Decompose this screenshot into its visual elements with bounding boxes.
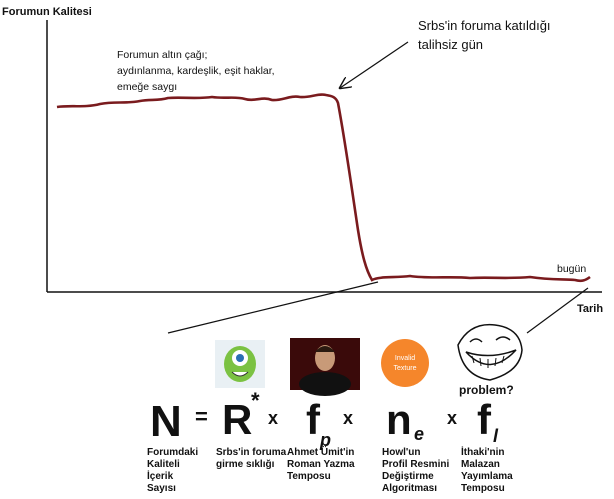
operator: x	[343, 408, 353, 428]
operator: x	[447, 408, 457, 428]
formula-label: Ahmet Ümit'in	[287, 445, 354, 458]
joined-annotation: Srbs'in foruma katıldığı	[418, 18, 551, 33]
author-image	[290, 338, 360, 396]
formula-label: Yayımlama	[461, 471, 513, 482]
formula-label: girme sıklığı	[216, 459, 275, 470]
formula-label: Sayısı	[147, 483, 176, 494]
texture-image: Invalid Texture	[381, 339, 429, 387]
formula-label: Kaliteli	[147, 459, 180, 470]
formula-label: İthaki'nin	[461, 445, 505, 458]
formula-label: Profil Resmini	[382, 459, 449, 470]
texture-text: Texture	[394, 365, 417, 372]
formula-symbol: n	[386, 396, 412, 443]
formula-subscript: e	[414, 424, 424, 444]
formula-label: İçerik	[147, 469, 174, 482]
formula-symbol: R	[222, 396, 252, 443]
equals-sign: =	[195, 404, 208, 429]
connector-line	[526, 287, 589, 334]
operator: x	[268, 408, 278, 428]
y-axis-label: Forumun Kalitesi	[2, 6, 92, 18]
formula-label: Forumdaki	[147, 447, 198, 458]
troll-caption: problem?	[459, 383, 514, 397]
formula-symbol: N	[150, 397, 182, 446]
formula-subscript: l	[493, 426, 499, 446]
formula-label: Temposu	[461, 483, 505, 494]
formula-label: Malazan	[461, 459, 500, 470]
golden-age-text: emeğe saygı	[117, 81, 177, 93]
formula-label: Değiştirme	[382, 471, 434, 482]
formula-label: Algoritması	[382, 483, 437, 494]
golden-age-text: aydınlanma, kardeşlik, eşit haklar,	[117, 65, 275, 77]
x-axis-label: Tarih	[577, 303, 603, 315]
formula-label: Srbs'in foruma	[216, 447, 287, 458]
texture-text: Invalid	[395, 355, 415, 362]
troll-image	[457, 323, 523, 381]
formula-symbol: f	[306, 396, 321, 443]
connector-line	[167, 281, 379, 334]
formula-superscript: *	[251, 388, 260, 413]
formula-label: Roman Yazma	[287, 459, 355, 470]
formula-label: Howl'un	[382, 447, 420, 458]
annotation-arrow	[340, 41, 409, 88]
monster-image	[215, 340, 265, 388]
formula-subscript: p	[319, 430, 331, 450]
quality-curve	[56, 93, 591, 283]
today-label: bugün	[557, 263, 586, 275]
formula-symbol: f	[477, 396, 492, 443]
joined-annotation: talihsiz gün	[418, 37, 483, 52]
formula-label: Temposu	[287, 471, 331, 482]
golden-age-text: Forumun altın çağı;	[117, 49, 207, 61]
